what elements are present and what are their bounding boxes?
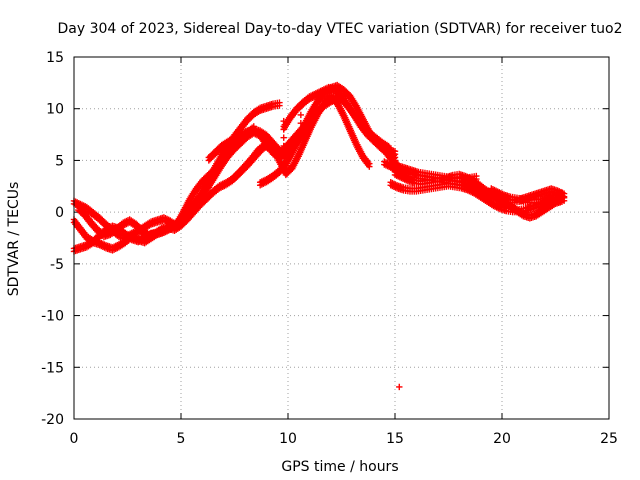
x-tick-label: 25 [600,431,618,447]
x-tick-labels: 0 5 10 15 20 25 [70,431,618,447]
y-axis-label: SDTVAR / TECUs [6,182,22,297]
y-tick-labels: 15 10 5 0 -5 -10 -15 -20 [41,50,64,428]
data-point [276,99,283,106]
data-point [280,134,287,141]
y-tick-label: -20 [41,412,64,428]
x-tick-label: 5 [177,431,186,447]
y-tick-label: -5 [50,257,64,273]
y-tick-label: -10 [41,309,64,325]
y-tick-label: 10 [46,102,64,118]
data-points [70,81,568,391]
y-tick-label: 15 [46,50,64,66]
data-point [297,111,305,119]
x-tick-label: 15 [386,431,404,447]
y-tick-label: -15 [41,360,64,376]
chart-title: Day 304 of 2023, Sidereal Day-to-day VTE… [57,21,622,37]
x-tick-label: 0 [70,431,79,447]
x-axis-label: GPS time / hours [281,459,398,475]
x-tick-label: 20 [493,431,511,447]
data-point [396,383,403,391]
x-tick-label: 10 [279,431,297,447]
y-tick-label: 5 [55,153,64,169]
y-tick-label: 0 [55,205,64,221]
